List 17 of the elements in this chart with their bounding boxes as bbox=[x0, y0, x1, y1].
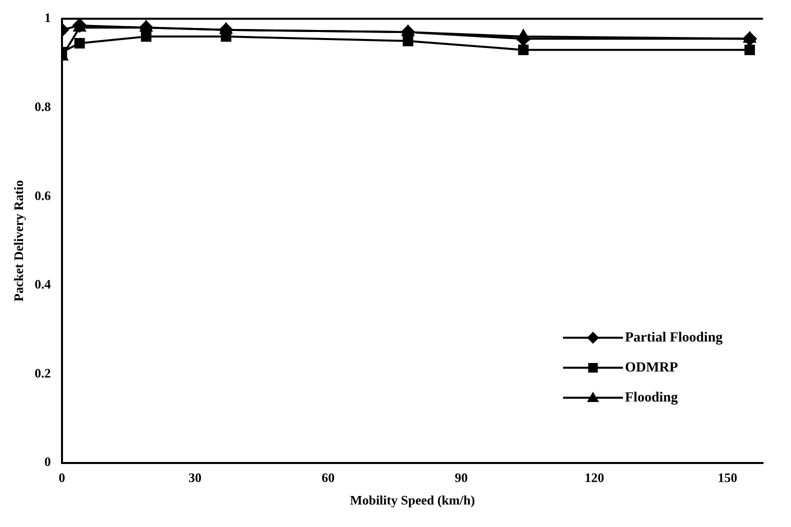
y-axis-title: Packet Delivery Ratio bbox=[11, 180, 26, 302]
x-tick-label: 30 bbox=[188, 470, 202, 485]
x-tick-label: 120 bbox=[584, 470, 604, 485]
x-tick-label: 60 bbox=[322, 470, 335, 485]
legend-label: Partial Flooding bbox=[625, 330, 723, 346]
x-axis-title: Mobility Speed (km/h) bbox=[350, 492, 475, 508]
y-tick-label: 0 bbox=[44, 454, 51, 470]
y-tick-label: 0.6 bbox=[34, 188, 52, 203]
x-tick-label: 150 bbox=[718, 470, 738, 485]
y-tick-label: 0.8 bbox=[34, 98, 52, 114]
y-tick-label: 1 bbox=[44, 10, 51, 26]
y-tick-label: 0.2 bbox=[34, 365, 51, 380]
x-tick-label: 90 bbox=[454, 470, 468, 485]
legend-label: ODMRP bbox=[625, 360, 678, 376]
y-tick-label: 0.4 bbox=[34, 276, 52, 292]
legend-label: Flooding bbox=[625, 390, 678, 406]
x-tick-label: 0 bbox=[58, 470, 66, 485]
